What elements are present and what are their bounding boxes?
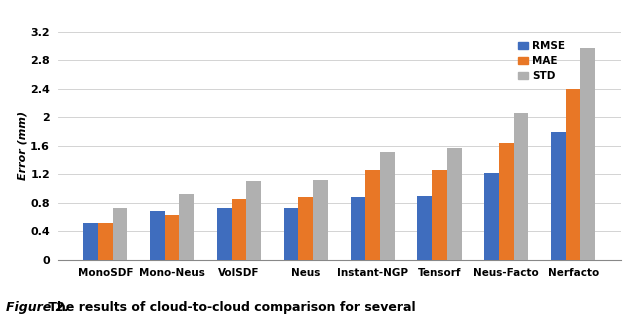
Bar	[417, 196, 432, 260]
Text: The results of cloud-to-cloud comparison for several: The results of cloud-to-cloud comparison…	[44, 301, 415, 314]
Bar	[246, 181, 261, 260]
Bar	[217, 208, 232, 260]
Bar	[365, 170, 380, 260]
Bar	[83, 223, 98, 260]
Y-axis label: Error (mm): Error (mm)	[17, 111, 28, 180]
Bar	[150, 211, 164, 260]
Bar	[380, 152, 395, 260]
Bar	[432, 170, 447, 260]
Bar	[164, 215, 179, 260]
Bar	[566, 89, 580, 260]
Bar	[313, 180, 328, 260]
Bar	[551, 132, 566, 260]
Bar	[232, 198, 246, 260]
Bar	[179, 194, 194, 260]
Bar	[514, 113, 529, 260]
Bar	[499, 143, 514, 260]
Text: Figure 2.: Figure 2.	[6, 301, 70, 314]
Bar	[298, 197, 313, 260]
Bar	[484, 173, 499, 260]
Bar	[447, 148, 461, 260]
Bar	[580, 48, 595, 260]
Bar	[98, 223, 113, 260]
Bar	[351, 197, 365, 260]
Legend: RMSE, MAE, STD: RMSE, MAE, STD	[513, 37, 570, 86]
Bar	[284, 208, 298, 260]
Bar	[113, 208, 127, 260]
